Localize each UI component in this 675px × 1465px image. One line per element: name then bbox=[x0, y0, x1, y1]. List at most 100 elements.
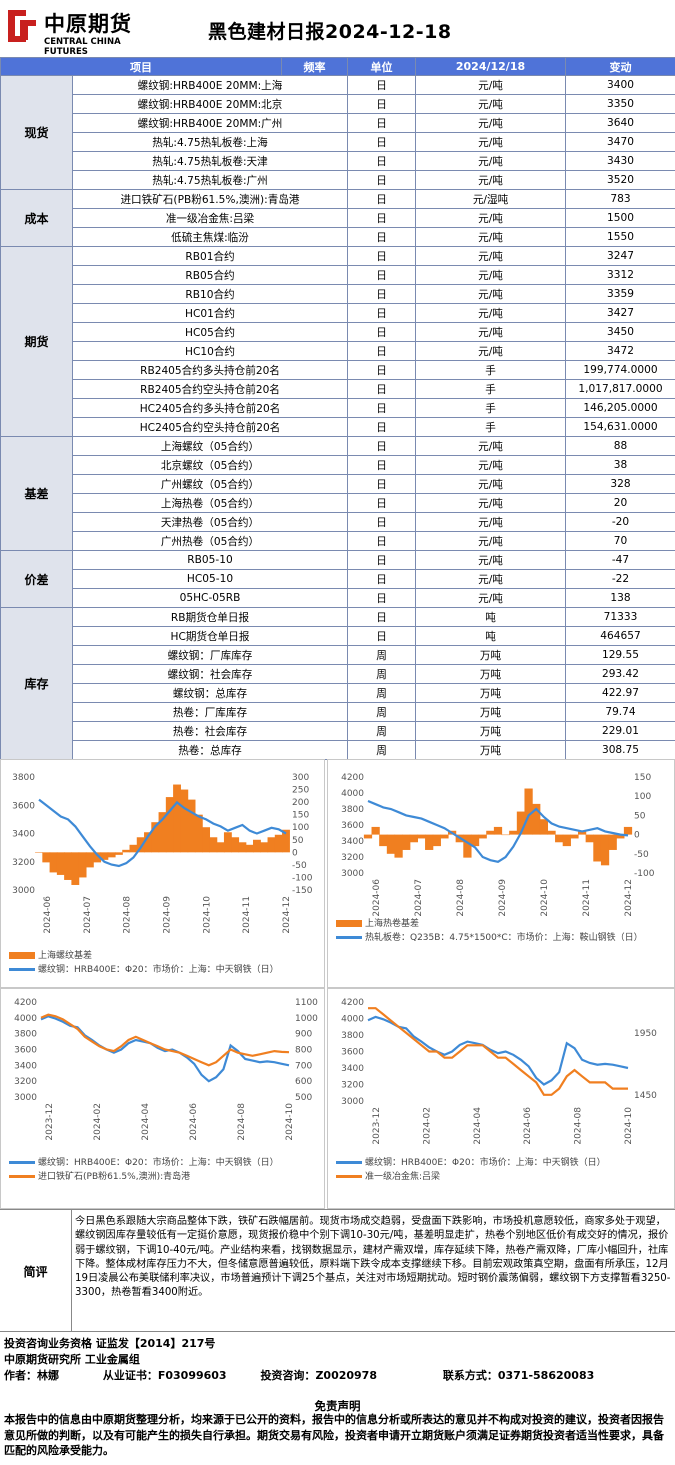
col-header-frequency: 频率 bbox=[281, 57, 348, 76]
legend-item: 上海热卷基差 bbox=[336, 918, 668, 930]
frequency-cell: 日 bbox=[347, 512, 416, 532]
basis-bar bbox=[165, 797, 174, 853]
y-right-tick-label: 900 bbox=[295, 1030, 312, 1040]
legend-swatch bbox=[336, 1161, 362, 1164]
y-right-tick-label: 150 bbox=[634, 773, 651, 783]
chart-legend: 上海螺纹基差 螺纹钢：HRB400E：Φ20：市场价：上海：中天钢铁（日） bbox=[9, 950, 318, 978]
frequency-cell: 日 bbox=[347, 493, 416, 513]
basis-bar bbox=[100, 852, 109, 860]
basis-bar bbox=[600, 834, 610, 866]
item-name-cell: RB05-10 bbox=[72, 550, 348, 570]
frequency-cell: 周 bbox=[347, 664, 416, 684]
y-left-tick-label: 4000 bbox=[341, 1015, 364, 1025]
legend-label: 上海热卷基差 bbox=[365, 919, 420, 929]
basis-bar bbox=[363, 834, 373, 839]
value-cell: 71333 bbox=[565, 607, 675, 627]
frequency-cell: 周 bbox=[347, 702, 416, 722]
basis-bar bbox=[516, 811, 526, 835]
basis-bar bbox=[570, 834, 579, 839]
col-header-item: 项目 bbox=[0, 57, 282, 76]
value-cell: 79.74 bbox=[565, 702, 675, 722]
basis-bar bbox=[562, 834, 571, 847]
chart-hc-basis: 4200 4000 3800 3600 3400 3200 3000 150 100 50 0 -50… bbox=[327, 759, 675, 988]
y-left-tick-label: 4000 bbox=[341, 789, 364, 799]
basis-bar bbox=[409, 834, 419, 843]
item-name-cell: 准一级冶金焦:吕梁 bbox=[72, 208, 348, 228]
value-cell: -47 bbox=[565, 550, 675, 570]
y-left-tick-label: 4000 bbox=[14, 1014, 37, 1024]
chart-svg: 4200 4000 3800 3600 3400 3200 3000 1100 1000 900 8… bbox=[14, 998, 318, 1141]
legend-label: 螺纹钢：HRB400E：Φ20：市场价：上海：中天钢铁（日） bbox=[38, 965, 279, 975]
unit-cell: 吨 bbox=[415, 607, 566, 627]
unit-cell: 万吨 bbox=[415, 664, 566, 684]
frequency-cell: 日 bbox=[347, 607, 416, 627]
frequency-cell: 日 bbox=[347, 227, 416, 247]
unit-cell: 元/吨 bbox=[415, 550, 566, 570]
chart-svg: 3800 3600 3400 3200 3000 300 250 200 150 100 50 0 -5… bbox=[12, 773, 313, 934]
value-cell: 3350 bbox=[565, 94, 675, 114]
unit-cell: 吨 bbox=[415, 626, 566, 646]
category-cell: 现货 bbox=[0, 75, 73, 190]
table-row: 库存RB期货仓单日报日吨713330 bbox=[0, 607, 675, 760]
y-left-tick-label: 3400 bbox=[341, 837, 364, 847]
item-name-cell: 螺纹钢：厂库库存 bbox=[72, 645, 348, 665]
table-row: 上海热卷（05合约）日元/吨20↓18 bbox=[1, 493, 675, 513]
y-right-tick-label: 1100 bbox=[295, 998, 318, 1008]
unit-cell: 元/吨 bbox=[415, 94, 566, 114]
category-cell: 期货 bbox=[0, 246, 73, 437]
item-name-cell: 热卷：厂库库存 bbox=[72, 702, 348, 722]
item-name-cell: 上海螺纹（05合约） bbox=[72, 436, 348, 456]
unit-cell: 万吨 bbox=[415, 645, 566, 665]
value-cell: 3312 bbox=[565, 265, 675, 285]
basis-bar bbox=[371, 826, 380, 835]
x-tick-label: 2024-06 bbox=[372, 879, 382, 917]
legend-swatch bbox=[336, 1175, 362, 1178]
basis-bar bbox=[623, 826, 633, 835]
cert-label: 从业证书： bbox=[102, 1369, 158, 1382]
frequency-cell: 日 bbox=[347, 474, 416, 494]
chart-legend: 上海热卷基差 热轧板卷：Q235B：4.75*1500*C：市场价：上海：鞍山钢铁… bbox=[336, 918, 668, 946]
y-left-tick-label: 3200 bbox=[14, 1077, 37, 1087]
frequency-cell: 日 bbox=[347, 417, 416, 437]
legend-swatch bbox=[9, 1161, 35, 1164]
y-left-tick-label: 4200 bbox=[341, 773, 364, 783]
basis-bar bbox=[85, 852, 94, 868]
legend-item: 螺纹钢：HRB400E：Φ20：市场价：上海：中天钢铁（日） bbox=[9, 964, 318, 976]
basis-bar bbox=[493, 826, 503, 835]
item-name-cell: 螺纹钢:HRB400E 20MM:广州 bbox=[72, 113, 348, 133]
unit-cell: 万吨 bbox=[415, 702, 566, 722]
basis-bar bbox=[136, 837, 145, 853]
item-name-cell: HC05合约 bbox=[72, 322, 348, 342]
frequency-cell: 日 bbox=[347, 626, 416, 646]
item-name-cell: 螺纹钢:HRB400E 20MM:北京 bbox=[72, 94, 348, 114]
y-right-tick-label: 200 bbox=[292, 798, 309, 808]
unit-cell: 元/吨 bbox=[415, 531, 566, 551]
commentary-label: 简评 bbox=[0, 1210, 72, 1332]
value-cell: 1550 bbox=[565, 227, 675, 247]
logo-en-text: CENTRAL CHINA FUTURES bbox=[44, 37, 121, 57]
y-left-tick-label: 3400 bbox=[14, 1061, 37, 1071]
y-left-tick-label: 3600 bbox=[14, 1046, 37, 1056]
legend-swatch bbox=[336, 920, 362, 927]
y-right-tick-label: 300 bbox=[292, 773, 309, 783]
unit-cell: 元/吨 bbox=[415, 588, 566, 608]
contact-label: 联系方式： bbox=[442, 1369, 498, 1382]
x-tick-label: 2024-10 bbox=[624, 1107, 634, 1145]
category-cell: 库存 bbox=[0, 607, 73, 760]
y-left-tick-label: 3800 bbox=[341, 805, 364, 815]
item-name-cell: 热轧:4.75热轧板卷:天津 bbox=[72, 151, 348, 171]
basis-bar bbox=[463, 834, 472, 858]
commentary-text: 今日黑色系跟随大宗商品整体下跌，铁矿石跌幅居前。现货市场成交趋弱，受盘面下跌影响… bbox=[75, 1216, 671, 1299]
y-left-tick-label: 3200 bbox=[341, 1081, 364, 1091]
item-name-cell: RB2405合约空头持仓前20名 bbox=[72, 379, 348, 399]
table-row: 天津热卷（05合约）日元/吨-20↑33 bbox=[1, 512, 675, 532]
page-title: 黑色建材日报2024-12-18 bbox=[208, 21, 452, 43]
value-cell: 3520 bbox=[565, 170, 675, 190]
value-cell: 422.97 bbox=[565, 683, 675, 703]
x-tick-label: 2024-09 bbox=[498, 879, 508, 917]
x-tick-label: 2024-04 bbox=[141, 1103, 151, 1141]
unit-cell: 元/吨 bbox=[415, 132, 566, 152]
